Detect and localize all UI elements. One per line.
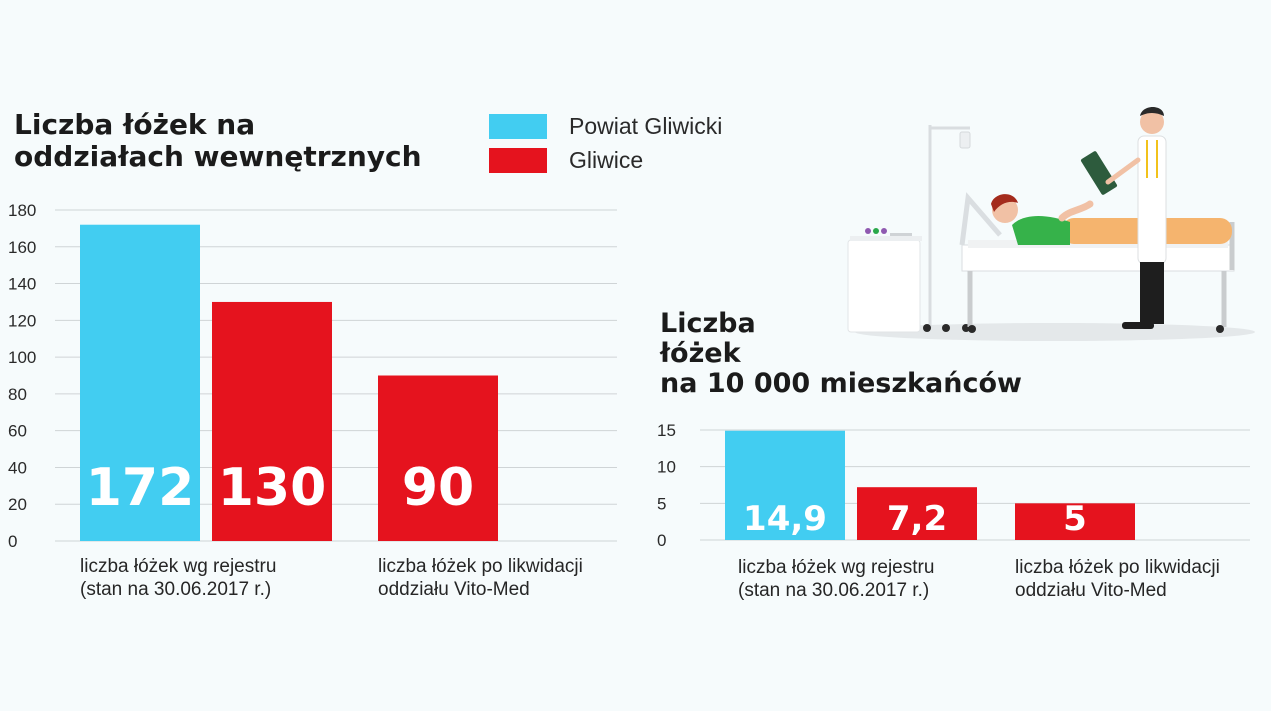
legend-swatch-powiat <box>489 114 547 139</box>
patient-icon <box>991 194 1232 245</box>
chart-1-category-2-line-1: liczba łóżek po likwidacji <box>378 556 583 577</box>
chart-1-y-tick-label: 40 <box>8 458 27 477</box>
chart-2-y-tick-label: 5 <box>657 494 666 513</box>
floor-shadow <box>855 323 1255 341</box>
chart-2-category-1-line-1: liczba łóżek wg rejestru <box>738 557 935 578</box>
legend-swatch-gliwice <box>489 148 547 173</box>
chart-2-data-label-1: 14,9 <box>743 499 827 539</box>
chart-1-category-1-line-2: (stan na 30.06.2017 r.) <box>80 578 272 600</box>
chart-2-title: Liczba łóżek na 10 000 mieszkańców <box>660 308 1022 400</box>
chart-1-y-tick-label: 160 <box>8 238 36 257</box>
chart-1-y-tick-label: 20 <box>8 495 27 514</box>
chart-1-title-line-2: oddziałach wewnętrznych <box>14 140 422 174</box>
iv-stand-icon <box>923 125 971 332</box>
hospital-illustration <box>847 107 1255 341</box>
chart-1-data-label-2: 130 <box>218 458 327 518</box>
chart-2-bar-2 <box>857 487 977 540</box>
chart-2-plot: 0 5 10 15 14,9 7,2 5 <box>657 421 1250 550</box>
doctor-icon <box>1080 107 1167 329</box>
chart-2-title-line-1: Liczba <box>660 308 756 339</box>
chart-1-plot: 0 20 40 60 80 100 120 140 160 180 172 130 90 <box>8 201 617 551</box>
chart-2-category-label-1: liczba łóżek wg rejestru (stan na 30.06.… <box>738 557 934 603</box>
chart-2-y-tick-label: 0 <box>657 531 666 550</box>
chart-1-y-tick-label: 140 <box>8 275 36 294</box>
chart-1-bar-2 <box>212 301 332 541</box>
legend-item-powiat: Powiat Gliwicki <box>489 111 722 142</box>
chart-1-y-tick-label: 0 <box>8 532 17 551</box>
chart-2-y-tick-label: 15 <box>657 421 676 440</box>
chart-2-data-label-2: 7,2 <box>887 499 947 539</box>
chart-1-category-2-line-2: oddziału Vito-Med <box>378 578 530 600</box>
legend: Powiat Gliwicki Gliwice <box>489 111 722 179</box>
chart-2-category-1-line-2: (stan na 30.06.2017 r.) <box>738 579 930 601</box>
legend-item-gliwice: Gliwice <box>489 145 722 176</box>
chart-1-title-line-1: Liczba łóżek na <box>14 108 256 141</box>
legend-label-gliwice: Gliwice <box>569 147 644 173</box>
chart-2-data-label-3: 5 <box>1063 499 1087 539</box>
chart-2-bar-1 <box>725 430 845 540</box>
chart-2-title-line-3: na 10 000 mieszkańców <box>660 368 1022 400</box>
chart-1-title: Liczba łóżek na oddziałach wewnętrznych <box>14 108 422 174</box>
chart-2-category-2-line-1: liczba łóżek po likwidacji <box>1015 557 1220 578</box>
chart-1-bar-3 <box>378 375 498 541</box>
chart-1-data-label-1: 172 <box>86 458 195 518</box>
chart-1-y-tick-label: 100 <box>8 348 36 367</box>
chart-1-y-tick-label: 120 <box>8 311 36 330</box>
chart-1-category-label-2: liczba łóżek po likwidacji oddziału Vito… <box>378 556 583 602</box>
chart-1-data-label-3: 90 <box>402 458 474 518</box>
chart-1-category-label-1: liczba łóżek wg rejestru (stan na 30.06.… <box>80 556 276 602</box>
chart-1-bar-1 <box>80 224 200 541</box>
bedside-cabinet-icon <box>847 228 922 333</box>
chart-2-bar-3 <box>1015 503 1135 540</box>
chart-2-title-line-2: łóżek <box>660 338 741 370</box>
chart-2-category-2-line-2: oddziału Vito-Med <box>1015 579 1167 601</box>
chart-2-y-tick-label: 10 <box>657 458 676 477</box>
legend-label-powiat: Powiat Gliwicki <box>569 113 723 139</box>
chart-2-category-label-2: liczba łóżek po likwidacji oddziału Vito… <box>1015 557 1220 603</box>
chart-1-y-tick-label: 80 <box>8 385 27 404</box>
chart-1-y-tick-label: 60 <box>8 422 27 441</box>
chart-1-category-1-line-1: liczba łóżek wg rejestru <box>80 556 277 577</box>
chart-1-y-tick-label: 180 <box>8 201 36 220</box>
